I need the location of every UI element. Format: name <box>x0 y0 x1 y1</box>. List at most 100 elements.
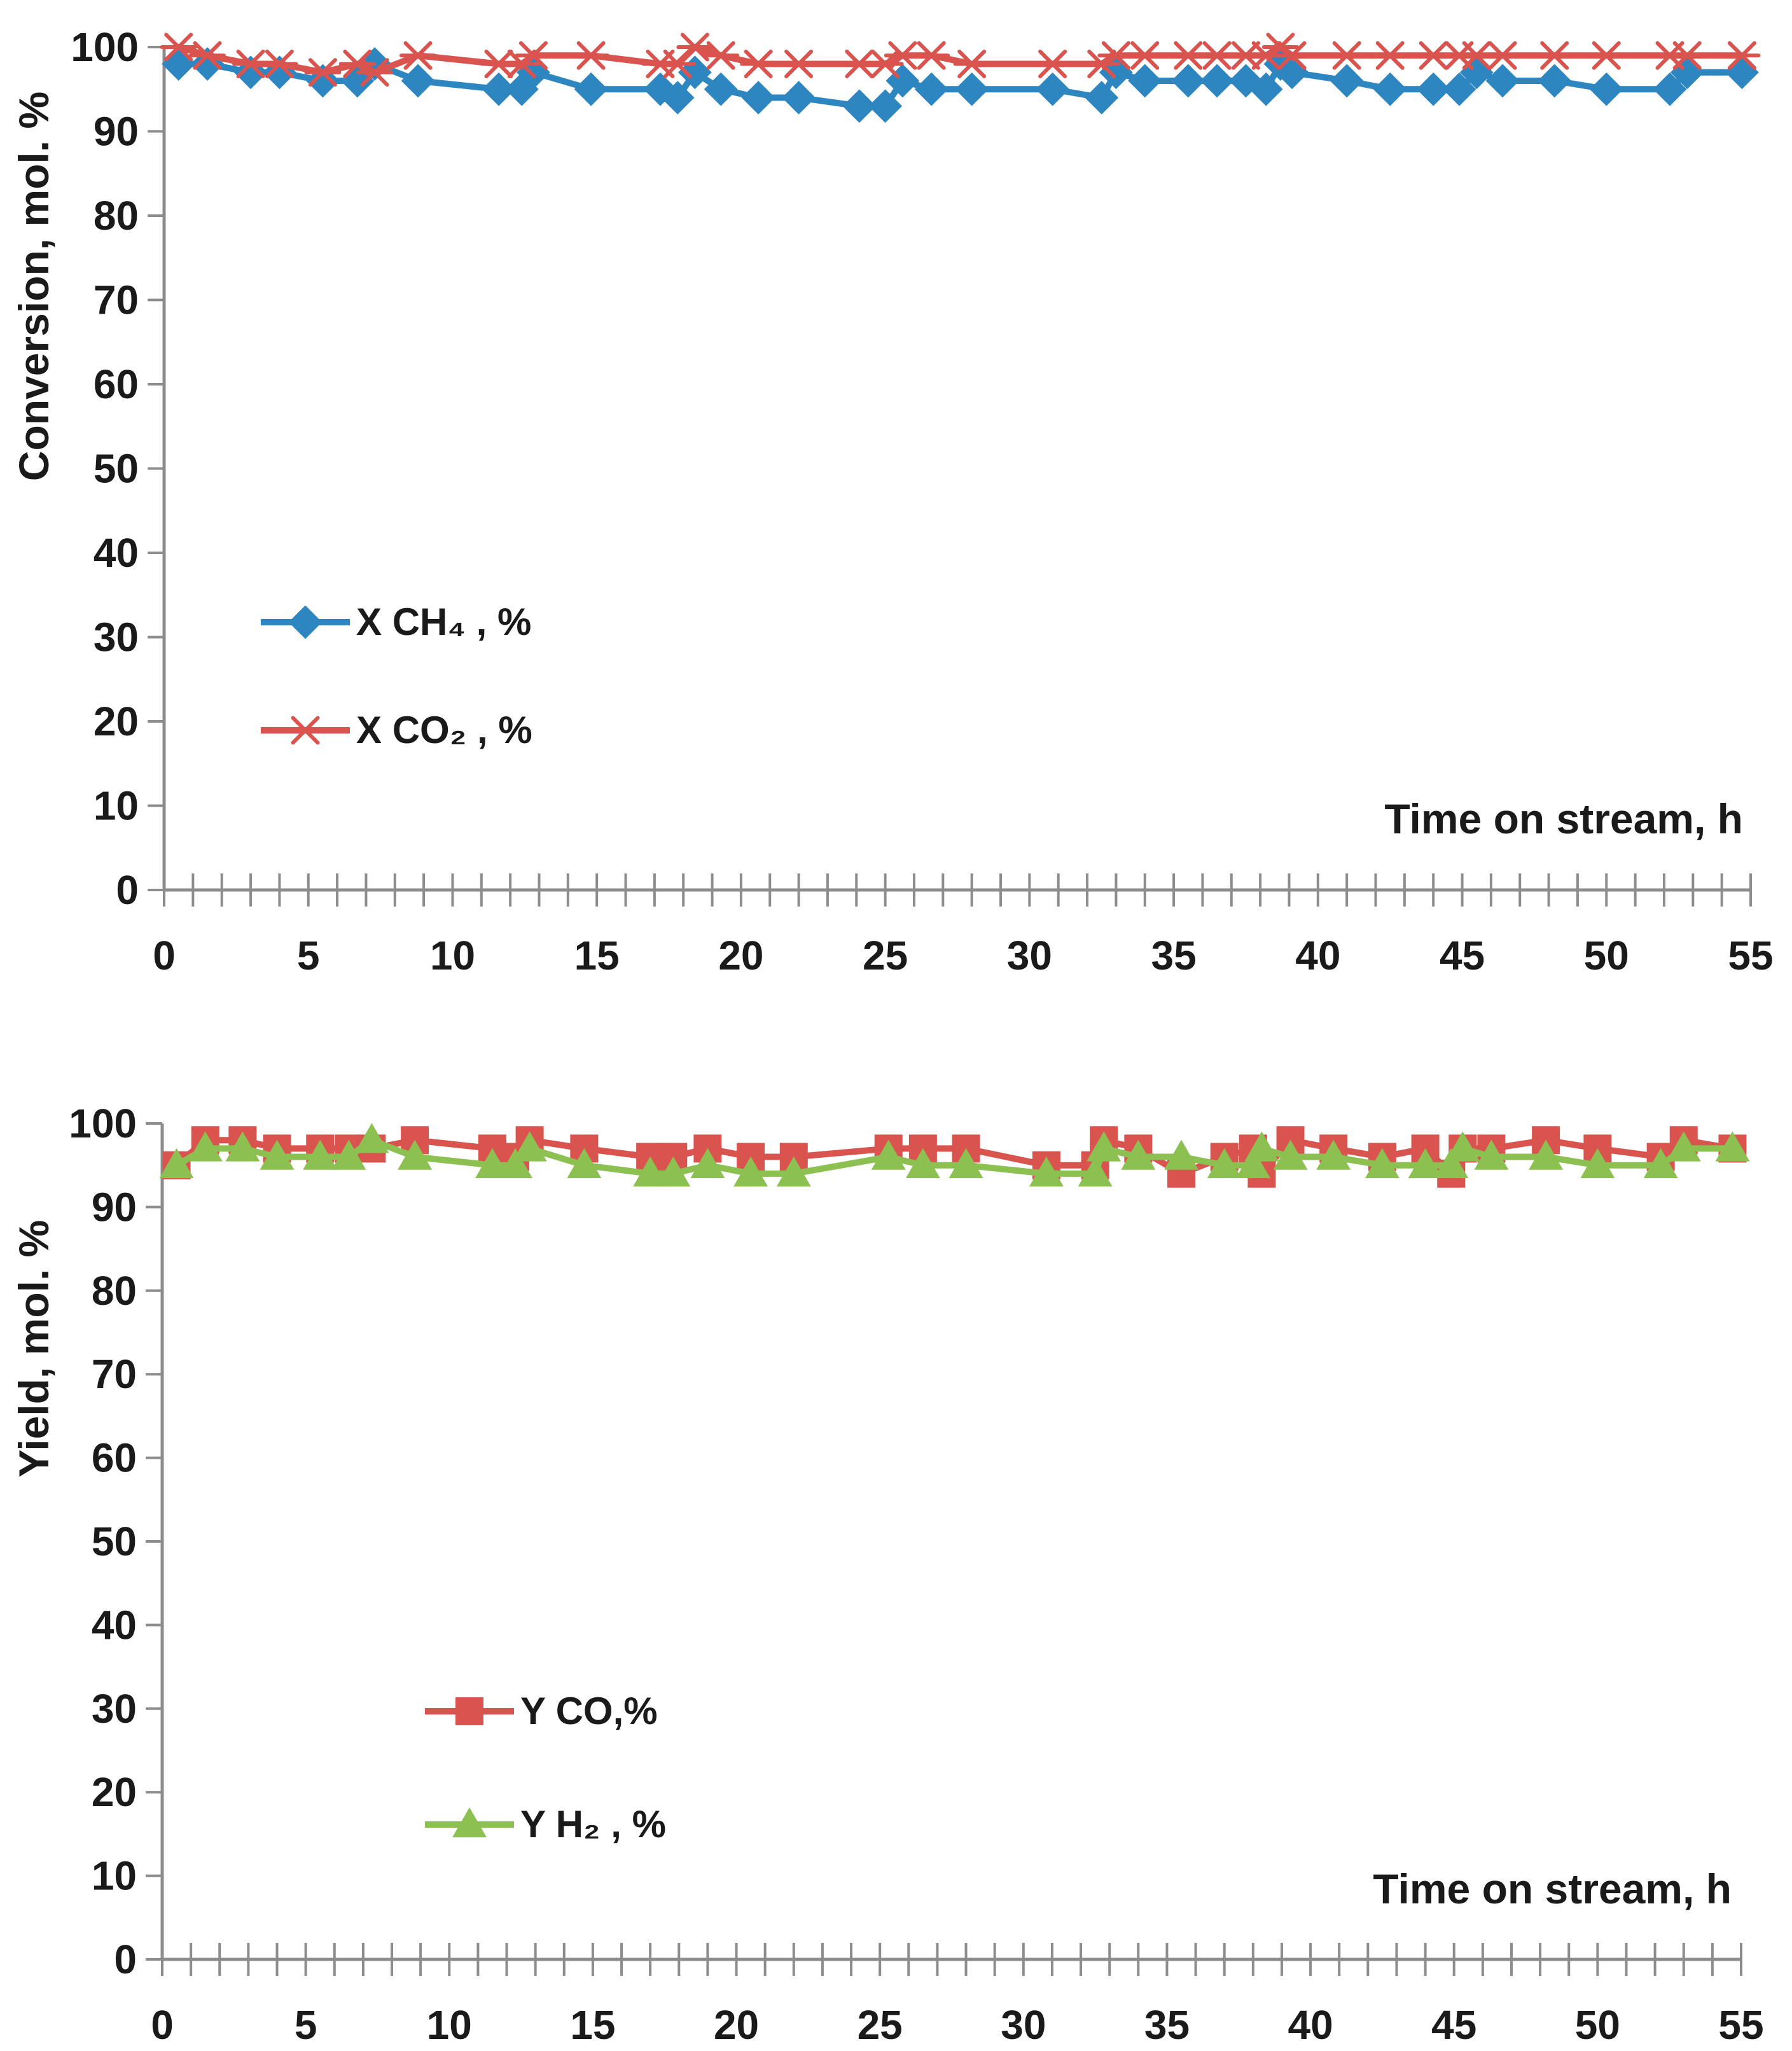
data-point-marker <box>1200 64 1234 98</box>
data-point-marker <box>1164 1139 1199 1170</box>
data-point-marker <box>567 1148 602 1178</box>
data-point-marker <box>868 89 903 123</box>
data-point-marker-arm <box>706 41 735 70</box>
data-point-marker-arm <box>917 41 946 70</box>
legend-label: X CH₄ , % <box>356 601 531 643</box>
data-point-marker <box>1087 1131 1122 1162</box>
data-point-marker-arm <box>1202 41 1232 70</box>
y-tick-label: 100 <box>71 24 139 70</box>
x-tick-label: 40 <box>1295 933 1340 978</box>
data-point-marker <box>1485 64 1520 98</box>
data-point-marker-arm <box>1419 41 1448 70</box>
y-tick-label: 40 <box>92 1602 137 1648</box>
y-tick-label: 30 <box>92 1686 137 1732</box>
data-point-marker <box>1328 41 1366 70</box>
data-point-marker <box>1580 1148 1615 1178</box>
data-point-marker <box>1725 55 1759 90</box>
data-point-marker <box>188 1131 223 1162</box>
data-point-marker-arm <box>784 50 814 78</box>
y-tick-label: 0 <box>114 1936 137 1982</box>
data-point-marker-arm <box>1266 32 1295 62</box>
legend-label: X CO₂ , % <box>356 709 532 751</box>
data-point-marker <box>356 58 394 87</box>
x-tick-label: 20 <box>714 2002 759 2048</box>
data-point-marker <box>303 1139 338 1170</box>
y-tick-label: 50 <box>94 446 139 492</box>
x-axis-title: Time on stream, h <box>1384 795 1743 842</box>
data-point-marker <box>1723 41 1761 70</box>
data-point-marker <box>1434 1148 1469 1178</box>
x-tick-label: 0 <box>151 2002 174 2048</box>
data-point-marker <box>905 1148 940 1178</box>
data-point-marker <box>1529 1139 1564 1170</box>
y-tick-label: 60 <box>94 361 139 407</box>
data-point-marker <box>225 1131 260 1162</box>
data-point-marker <box>1589 72 1623 106</box>
x-tick-label: 30 <box>1001 2002 1046 2048</box>
data-point-marker <box>1416 72 1450 106</box>
data-point-marker <box>398 1139 433 1170</box>
data-point-marker-arm <box>193 41 222 70</box>
data-point-marker-arm <box>360 58 389 87</box>
data-point-marker <box>1372 41 1409 70</box>
data-point-marker-arm <box>308 58 337 87</box>
data-point-marker <box>512 1131 547 1162</box>
data-point-marker-arm <box>343 50 372 78</box>
x-tick-label: 35 <box>1144 2002 1190 2048</box>
data-point-marker <box>515 41 552 70</box>
data-point-marker <box>1445 1131 1480 1162</box>
data-point-marker-arm <box>1231 41 1260 70</box>
data-point-marker <box>189 41 226 70</box>
legend-label: Y H₂ , % <box>520 1803 666 1846</box>
data-point-marker <box>633 1156 668 1187</box>
data-point-marker <box>1316 1139 1351 1170</box>
data-point-marker <box>401 64 435 98</box>
data-point-marker-arm <box>1727 41 1756 70</box>
data-point-marker-arm <box>1174 41 1203 70</box>
data-point-marker <box>740 50 777 78</box>
x-tick-label: 0 <box>153 933 176 978</box>
data-point-marker <box>660 81 695 115</box>
data-point-marker <box>1078 1156 1113 1187</box>
data-point-marker-arm <box>1375 41 1405 70</box>
data-point-marker <box>953 50 990 78</box>
data-point-marker <box>1669 41 1706 70</box>
data-point-marker <box>1373 72 1407 106</box>
data-point-marker-arm <box>1038 50 1067 78</box>
data-point-marker <box>656 1156 691 1187</box>
data-point-marker <box>1171 64 1205 98</box>
x-tick-label: 25 <box>863 933 908 978</box>
data-point-marker <box>955 72 989 106</box>
data-point-marker <box>704 72 738 106</box>
data-point-marker-arm <box>1592 41 1621 70</box>
y-tick-label: 20 <box>92 1769 137 1815</box>
x-tick-label: 55 <box>1728 933 1773 978</box>
data-point-marker-arm <box>236 50 265 78</box>
x-tick-label: 10 <box>430 933 475 978</box>
data-point-marker <box>871 1139 906 1170</box>
y-tick-label: 70 <box>92 1351 137 1397</box>
data-point-marker <box>331 1139 366 1170</box>
data-point-marker-arm <box>845 50 874 78</box>
legend-marker-arm <box>291 716 320 745</box>
data-point-marker <box>1365 1148 1400 1178</box>
x-tick-label: 30 <box>1007 933 1052 978</box>
data-point-marker <box>1244 1131 1279 1162</box>
x-tick-label: 35 <box>1151 933 1196 978</box>
data-point-marker-arm <box>265 50 294 78</box>
y-axis-title: Conversion, mol. % <box>10 92 57 481</box>
data-point-marker <box>354 1123 389 1153</box>
data-point-marker <box>1235 1148 1270 1178</box>
data-point-marker <box>1666 1131 1701 1162</box>
data-point-marker <box>1274 41 1311 70</box>
data-point-marker-arm <box>403 41 433 70</box>
data-point-marker <box>1121 1139 1156 1170</box>
legend-marker <box>455 1697 483 1725</box>
y-tick-label: 50 <box>92 1519 137 1564</box>
data-point-marker <box>1207 1148 1242 1178</box>
data-point-marker <box>913 41 950 70</box>
chart-1: 0 10 20 30 40 50 60 70 80 90 100 0 5 10 15 20 25 30 35 40 45… <box>10 24 1774 978</box>
x-tick-label: 55 <box>1718 2002 1763 2048</box>
y-tick-label: 80 <box>94 193 139 239</box>
